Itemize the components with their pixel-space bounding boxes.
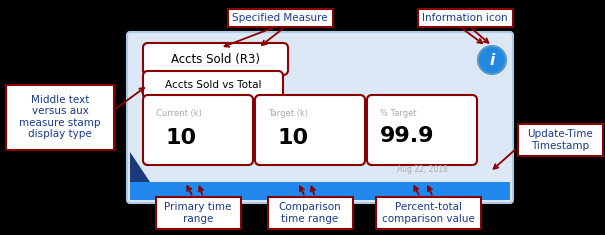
Bar — [417, 9, 512, 27]
Text: Middle text
versus aux
measure stamp
display type: Middle text versus aux measure stamp dis… — [19, 95, 101, 139]
Text: 10: 10 — [166, 128, 197, 148]
Bar — [267, 197, 353, 229]
FancyBboxPatch shape — [367, 95, 477, 165]
Polygon shape — [130, 152, 150, 182]
Text: Information icon: Information icon — [422, 13, 508, 23]
Bar — [227, 9, 333, 27]
Text: i: i — [489, 52, 495, 67]
Text: Comparison
time range: Comparison time range — [279, 202, 341, 224]
Text: 99.9: 99.9 — [380, 126, 434, 146]
Bar — [130, 182, 510, 200]
Text: Accts Sold (R3): Accts Sold (R3) — [171, 52, 260, 66]
Bar — [517, 124, 603, 156]
FancyBboxPatch shape — [143, 71, 283, 99]
Text: Aug 22, 2018: Aug 22, 2018 — [397, 165, 447, 174]
Bar — [155, 197, 241, 229]
Text: Current (k): Current (k) — [156, 109, 202, 118]
Text: 10: 10 — [278, 128, 309, 148]
FancyBboxPatch shape — [143, 43, 288, 75]
Text: Target (k): Target (k) — [268, 109, 308, 118]
FancyBboxPatch shape — [255, 95, 365, 165]
FancyBboxPatch shape — [143, 95, 253, 165]
Text: Accts Sold vs Total: Accts Sold vs Total — [165, 80, 261, 90]
Text: Primary time
range: Primary time range — [165, 202, 232, 224]
Text: Percent-total
comparison value: Percent-total comparison value — [382, 202, 474, 224]
FancyBboxPatch shape — [127, 32, 513, 203]
Text: % Target: % Target — [380, 109, 417, 118]
Circle shape — [478, 46, 506, 74]
Bar — [6, 85, 114, 149]
Text: Update-Time
Timestamp: Update-Time Timestamp — [527, 129, 593, 151]
Text: Specified Measure: Specified Measure — [232, 13, 328, 23]
Bar — [376, 197, 480, 229]
